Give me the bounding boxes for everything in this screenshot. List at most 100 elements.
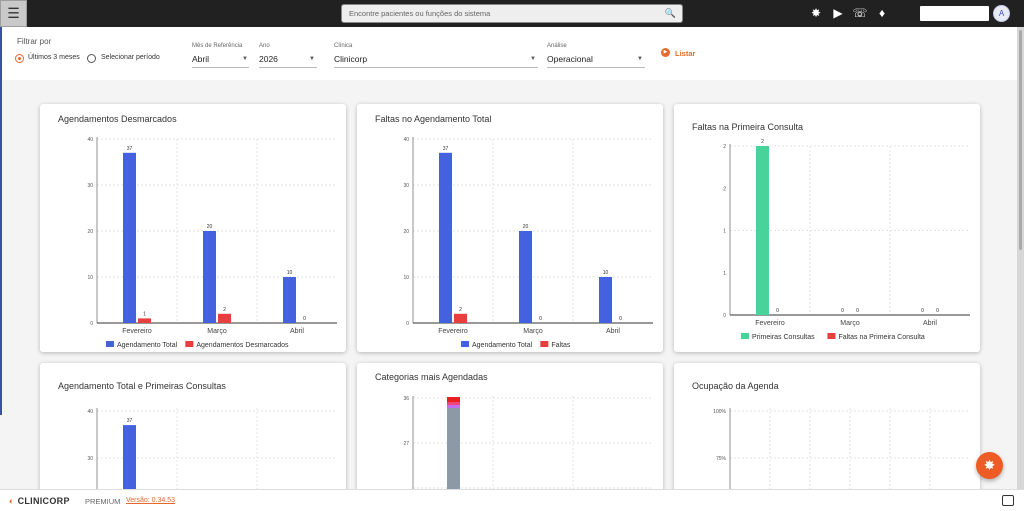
scrollbar[interactable] <box>1017 27 1024 489</box>
chart-faltas-primeira-consulta: 0 1 1 2 2 Fevereiro 2 0 Março 0 0 Abril 0 0 Primeiras … <box>723 139 970 341</box>
card-agendamento-total-primeiras: Agendamento Total e Primeiras Consultas … <box>40 363 346 503</box>
data-label: 0 <box>936 308 939 314</box>
legend-swatch <box>461 341 469 347</box>
bar <box>454 313 467 323</box>
bar-segment <box>447 408 460 503</box>
year-select[interactable]: 2026 <box>259 54 278 64</box>
data-label: 0 <box>856 308 859 314</box>
data-label: 20 <box>207 224 213 230</box>
play-circle-icon[interactable]: ▶ <box>661 48 670 57</box>
radio-last-3-months[interactable] <box>15 54 24 63</box>
data-label: 37 <box>443 146 449 152</box>
play-icon[interactable]: ▶ <box>833 6 843 20</box>
month-chevron-down-icon[interactable]: ▼ <box>242 56 248 62</box>
card-agendamentos-desmarcados: Agendamentos Desmarcados 0 10 20 30 40 Fevere… <box>40 104 346 352</box>
data-label: 2 <box>459 307 462 313</box>
x-tick-label: Abril <box>923 320 937 327</box>
card-faltas-primeira-consulta: Faltas na Primeira Consulta 0 1 1 2 2 Feverei… <box>674 104 980 352</box>
avatar[interactable]: A <box>993 5 1010 22</box>
data-label: 37 <box>127 146 133 152</box>
x-tick-label: Março <box>840 320 860 327</box>
search-icon[interactable]: 🔍 <box>664 8 676 18</box>
data-label: 0 <box>303 316 306 322</box>
clinic-select[interactable]: Clinicorp <box>334 54 368 64</box>
bar <box>218 313 231 323</box>
chart-agendamento-total-primeiras: 40 30 37 <box>87 408 337 503</box>
y-tick-label: 30 <box>87 183 93 189</box>
card-title: Ocupação da Agenda <box>692 381 779 391</box>
x-tick-label: Fevereiro <box>755 320 785 327</box>
year-label: Ano <box>259 43 270 49</box>
card-title: Agendamentos Desmarcados <box>58 114 177 124</box>
top-bar: ☰ Encontre pacientes ou funções do siste… <box>0 0 1024 27</box>
y-tick-label: 2 <box>723 186 726 192</box>
y-tick-label: 100% <box>713 409 726 415</box>
y-tick-label: 40 <box>87 137 93 143</box>
legend-label: Faltas na Primeira Consulta <box>838 334 924 341</box>
y-tick-label: 40 <box>87 409 93 415</box>
data-label: 0 <box>776 308 779 314</box>
y-tick-label: 36 <box>403 396 409 402</box>
y-tick-label: 2 <box>723 144 726 150</box>
month-label: Mês de Referência <box>192 43 243 49</box>
card-faltas-agendamento-total: Faltas no Agendamento Total 0 10 20 30 40 Fev… <box>357 104 663 352</box>
bar <box>283 277 296 323</box>
x-tick-label: Fevereiro <box>122 328 152 335</box>
legend-swatch <box>741 333 749 339</box>
bar <box>519 231 532 323</box>
legend-swatch <box>540 341 549 347</box>
legend-label: Faltas <box>551 342 571 349</box>
brand-name: CLINICORP <box>17 496 70 506</box>
y-tick-label: 27 <box>403 441 409 447</box>
user-name-box[interactable] <box>920 6 989 21</box>
bar <box>123 152 136 323</box>
analysis-select[interactable]: Operacional <box>547 54 593 64</box>
version-link[interactable]: Versão: 0.34.53 <box>126 497 176 504</box>
y-tick-label: 10 <box>87 275 93 281</box>
star-shortcut-icon[interactable]: ✸ <box>810 6 822 20</box>
analysis-underline <box>547 67 645 68</box>
card-ocupacao-agenda: Ocupação da Agenda 100% 75% <box>674 363 980 503</box>
analysis-chevron-down-icon[interactable]: ▼ <box>637 56 643 62</box>
y-tick-label: 0 <box>406 321 409 327</box>
radio-last-3-months-label: Últimos 3 meses <box>28 54 80 61</box>
listar-button[interactable]: Listar <box>675 49 696 58</box>
data-label: 20 <box>523 224 529 230</box>
x-tick-label: Abril <box>606 328 620 335</box>
filter-bar: Filtrar por Últimos 3 meses Selecionar p… <box>2 27 1017 80</box>
legend-label: Agendamentos Desmarcados <box>196 342 289 349</box>
card-categorias-mais-agendadas: Categorias mais Agendadas 36 27 <box>357 363 663 503</box>
search-input[interactable]: Encontre pacientes ou funções do sistema… <box>341 4 683 23</box>
month-select[interactable]: Abril <box>192 54 210 64</box>
data-label: 37 <box>127 418 133 424</box>
data-label: 0 <box>619 316 622 322</box>
clinic-label: Clínica <box>334 43 353 49</box>
scrollbar-thumb[interactable] <box>1019 30 1022 250</box>
bar <box>756 146 769 315</box>
data-label: 2 <box>761 139 764 145</box>
year-chevron-down-icon[interactable]: ▼ <box>309 56 315 62</box>
bell-icon[interactable]: ♦ <box>878 6 886 20</box>
bar-segment <box>447 405 460 408</box>
y-tick-label: 1 <box>723 271 726 277</box>
data-label: 0 <box>539 316 542 322</box>
left-accent <box>0 27 2 415</box>
legend-swatch <box>827 333 836 339</box>
headset-icon[interactable]: ☏ <box>852 6 868 20</box>
clinic-chevron-down-icon[interactable]: ▼ <box>530 56 536 62</box>
radio-select-period-label: Selecionar período <box>101 54 160 61</box>
footer: ◐ CLINICORP PREMIUM Versão: 0.34.53 <box>0 489 1024 511</box>
radio-select-period[interactable] <box>87 54 96 63</box>
y-tick-label: 30 <box>403 183 409 189</box>
x-tick-label: Março <box>523 328 543 335</box>
fab-star-icon[interactable]: ✸ <box>976 452 1003 479</box>
y-tick-label: 20 <box>403 229 409 235</box>
chat-icon[interactable] <box>1002 495 1014 506</box>
bar <box>123 425 136 503</box>
menu-icon[interactable]: ☰ <box>0 0 27 27</box>
chart-categorias-mais-agendadas: 36 27 <box>403 396 653 503</box>
bar <box>138 318 151 323</box>
bar <box>599 277 612 323</box>
x-tick-label: Abril <box>290 328 304 335</box>
card-title: Faltas no Agendamento Total <box>375 114 492 124</box>
